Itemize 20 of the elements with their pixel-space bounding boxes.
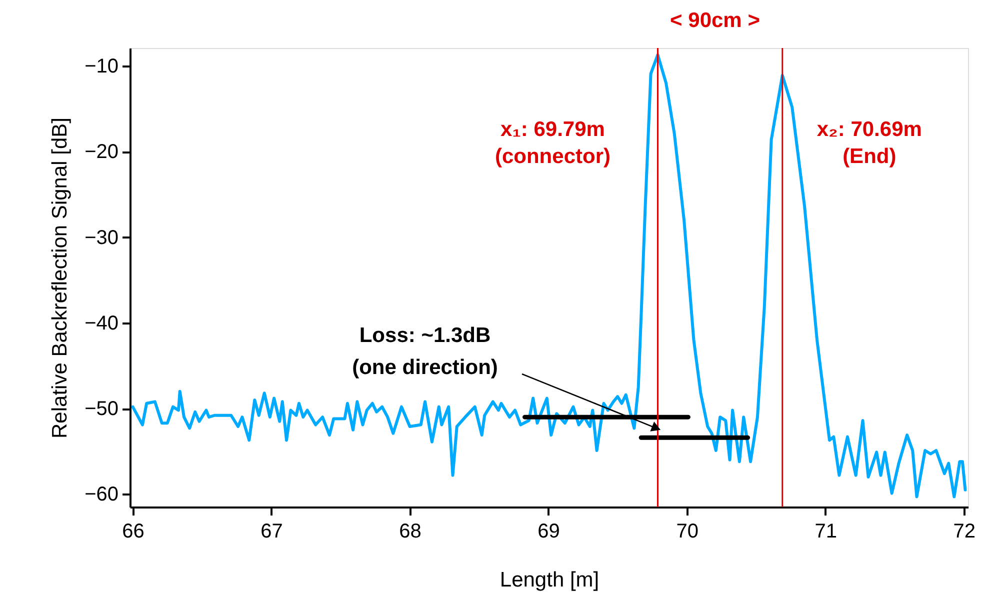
text: < 90cm > [670, 9, 760, 32]
y-tick-label: −60 [84, 484, 118, 506]
x-axis-title: Length [m] [500, 568, 600, 592]
x-tick-label: 70 [676, 520, 698, 542]
ref-line-label: x₂: 70.69m (End) [816, 118, 922, 168]
x-tick-label: 66 [122, 520, 144, 542]
x-tick-label: 67 [260, 520, 283, 542]
y-tick-label: −30 [84, 226, 118, 249]
y-tick-label: −40 [84, 312, 118, 334]
y-tick-label: −10 [84, 55, 118, 78]
line-series [131, 53, 967, 498]
ref-line-label: x₁: 69.79m (connector) [494, 118, 610, 168]
annotation: Loss: ~1.3dB (one direction) [352, 324, 498, 379]
y-axis-title: Relative Backreflection Signal [dB] [48, 118, 72, 438]
y-tick-label: −50 [84, 398, 118, 420]
x-tick-label: 72 [953, 520, 976, 542]
x-tick-label: 71 [814, 520, 837, 542]
x-tick-label: 69 [538, 520, 560, 542]
y-tick-label: −20 [84, 141, 118, 164]
x-tick-label: 68 [399, 520, 422, 542]
